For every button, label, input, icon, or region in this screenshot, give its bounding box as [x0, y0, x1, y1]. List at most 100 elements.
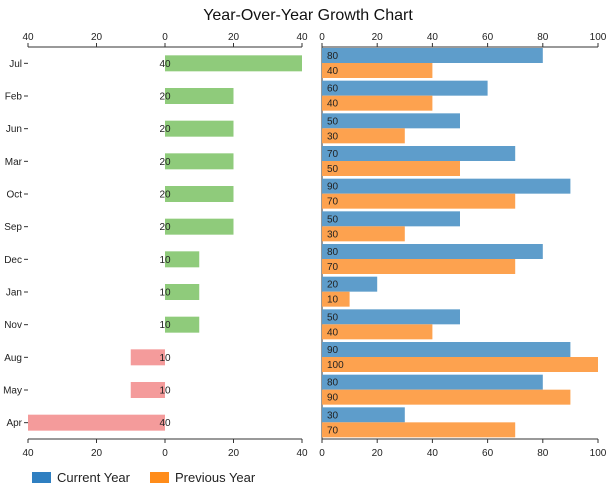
category-label: Jun [6, 124, 22, 135]
current-year-bar [322, 276, 378, 292]
previous-year-value-label: 40 [327, 66, 339, 77]
category-label: Jan [6, 288, 22, 299]
current-year-bar [322, 146, 516, 161]
right-top-tick-label: 80 [537, 32, 549, 43]
growth-bar [165, 120, 234, 137]
growth-value-label: 10 [159, 386, 171, 397]
right-bottom-tick-label: 80 [537, 448, 549, 459]
left-bottom-tick-label: 40 [296, 448, 308, 459]
growth-bar [165, 55, 302, 72]
current-year-bar [322, 48, 543, 63]
legend-item-current-year: Current Year [32, 470, 130, 485]
current-year-bar [322, 113, 460, 129]
previous-year-bar [322, 95, 433, 111]
current-year-bar [322, 374, 543, 390]
growth-bar [165, 153, 234, 170]
growth-value-label: 20 [159, 124, 171, 135]
growth-value-label: 20 [159, 157, 171, 168]
category-label: Aug [4, 353, 22, 364]
category-label: Apr [6, 418, 22, 429]
previous-year-value-label: 70 [327, 262, 339, 273]
growth-bar [28, 414, 165, 431]
previous-year-value-label: 100 [327, 360, 344, 371]
current-year-value-label: 80 [327, 378, 339, 389]
category-label: May [3, 386, 22, 397]
current-year-value-label: 20 [327, 280, 339, 291]
current-year-bar [322, 80, 488, 96]
right-bottom-tick-label: 20 [372, 448, 384, 459]
growth-bar [165, 316, 200, 333]
growth-value-label: 10 [159, 353, 171, 364]
previous-year-value-label: 30 [327, 131, 339, 142]
left-bottom-tick-label: 0 [162, 448, 168, 459]
growth-bar [130, 382, 165, 398]
right-bottom-tick-label: 100 [590, 448, 607, 459]
previous-year-bar [322, 193, 516, 209]
legend-label-previous-year: Previous Year [175, 470, 256, 485]
current-year-value-label: 50 [327, 312, 339, 323]
right-bottom-tick-label: 60 [482, 448, 494, 459]
right-bottom-tick-label: 0 [319, 448, 325, 459]
growth-bar [165, 251, 200, 268]
current-year-value-label: 50 [327, 116, 339, 127]
current-year-value-label: 90 [327, 345, 339, 356]
category-label: Jul [9, 59, 22, 70]
growth-value-label: 40 [159, 59, 171, 70]
legend-label-current-year: Current Year [57, 470, 130, 485]
category-label: Oct [6, 190, 22, 201]
left-top-tick-label: 40 [22, 32, 34, 43]
left-bottom-tick-label: 20 [91, 448, 103, 459]
legend-item-previous-year: Previous Year [150, 470, 255, 485]
growth-bar [165, 284, 200, 300]
growth-bar [165, 186, 234, 202]
category-label: Sep [4, 222, 22, 233]
current-year-value-label: 50 [327, 214, 339, 225]
current-year-value-label: 70 [327, 149, 339, 160]
current-year-bar [322, 309, 460, 325]
current-year-value-label: 90 [327, 182, 339, 193]
previous-year-bar [322, 422, 516, 438]
growth-value-label: 20 [159, 222, 171, 233]
current-year-value-label: 80 [327, 247, 339, 258]
previous-year-bar [322, 226, 405, 242]
previous-year-bar [322, 63, 433, 78]
chart-title: Year-Over-Year Growth Chart [203, 7, 413, 24]
legend-swatch-previous-year [150, 472, 169, 483]
current-year-bar [322, 244, 543, 259]
right-top-tick-label: 0 [319, 32, 325, 43]
left-top-tick-label: 0 [162, 32, 168, 43]
growth-bar [165, 88, 234, 104]
legend-swatch-current-year [32, 472, 51, 483]
growth-value-label: 20 [159, 92, 171, 103]
category-label: Mar [5, 157, 23, 168]
right-bottom-tick-label: 40 [427, 448, 439, 459]
previous-year-value-label: 50 [327, 164, 339, 175]
previous-year-bar [322, 128, 405, 144]
previous-year-bar [322, 161, 460, 176]
left-bottom-tick-label: 40 [22, 448, 34, 459]
right-top-tick-label: 100 [590, 32, 607, 43]
left-top-tick-label: 20 [91, 32, 103, 43]
growth-value-label: 10 [159, 255, 171, 266]
category-label: Nov [4, 320, 22, 331]
growth-value-label: 20 [159, 190, 171, 201]
right-top-tick-label: 20 [372, 32, 384, 43]
current-year-value-label: 30 [327, 410, 339, 421]
left-top-tick-label: 20 [228, 32, 240, 43]
current-year-bar [322, 407, 405, 423]
previous-year-value-label: 30 [327, 229, 339, 240]
left-top-tick-label: 40 [296, 32, 308, 43]
previous-year-bar [322, 291, 350, 307]
previous-year-bar [322, 389, 571, 405]
right-top-tick-label: 60 [482, 32, 494, 43]
previous-year-value-label: 40 [327, 99, 339, 110]
previous-year-value-label: 40 [327, 327, 339, 338]
category-label: Feb [5, 92, 23, 103]
previous-year-value-label: 10 [327, 295, 339, 306]
left-bottom-tick-label: 20 [228, 448, 240, 459]
current-year-bar [322, 178, 571, 194]
legend: Current Year Previous Year [32, 470, 275, 485]
growth-bar [165, 218, 234, 235]
previous-year-bar [322, 259, 516, 274]
